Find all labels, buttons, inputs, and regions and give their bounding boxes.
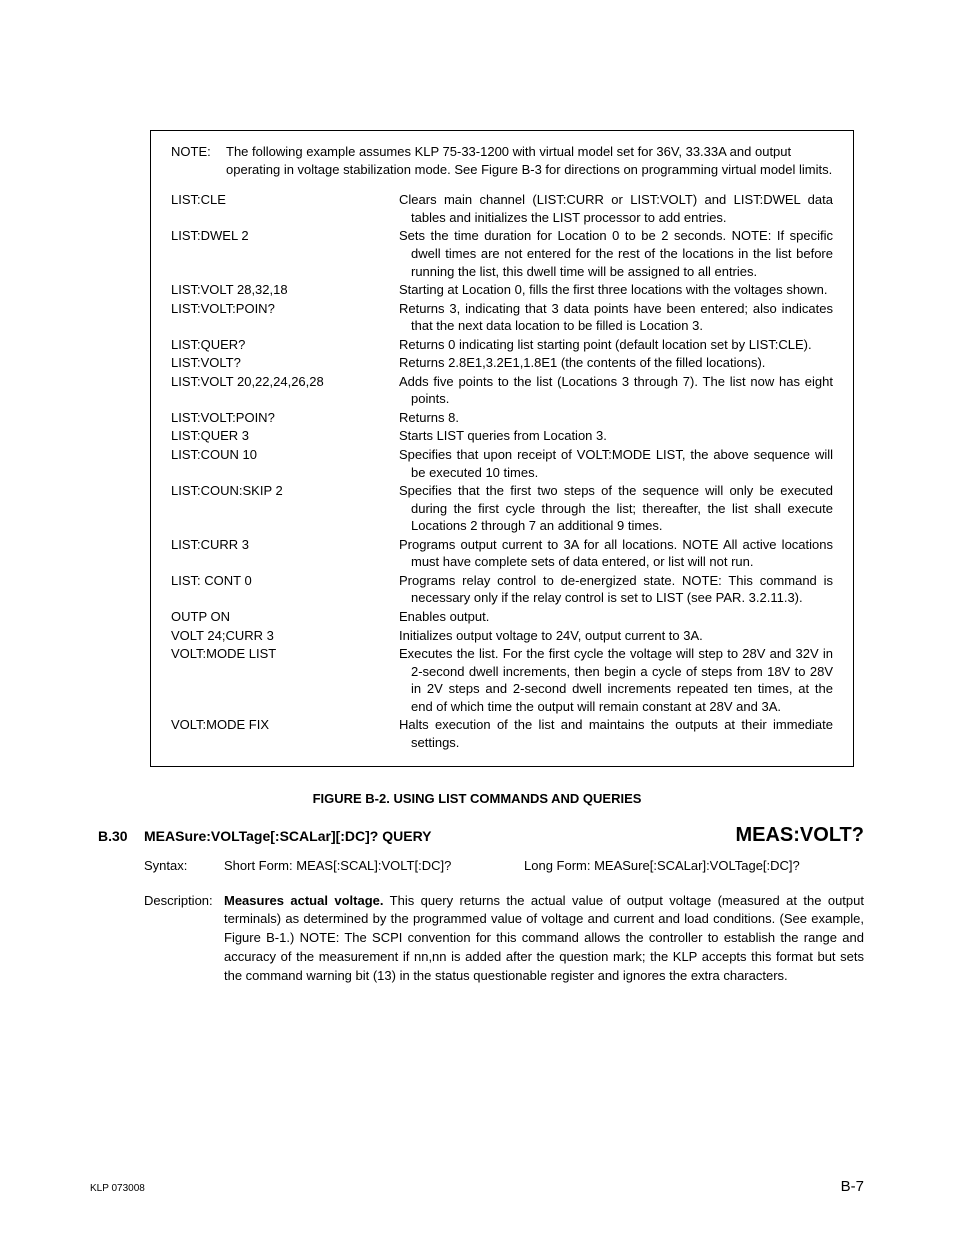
figure-caption: FIGURE B-2. USING LIST COMMANDS AND QUER… — [90, 791, 864, 806]
command-row: LIST: CONT 0Programs relay control to de… — [171, 572, 833, 607]
syntax-label: Syntax: — [144, 857, 224, 875]
command-description: Initializes output voltage to 24V, outpu… — [399, 627, 833, 645]
command-row: LIST:COUN:SKIP 2Specifies that the first… — [171, 482, 833, 535]
command-description: Starting at Location 0, fills the first … — [399, 281, 833, 299]
command-row: LIST:VOLT:POIN?Returns 8. — [171, 409, 833, 427]
command-name: VOLT:MODE LIST — [171, 645, 399, 715]
command-description: Starts LIST queries from Location 3. — [399, 427, 833, 445]
command-description: Returns 3, indicating that 3 data points… — [399, 300, 833, 335]
section-right-label: MEAS:VOLT? — [735, 824, 864, 847]
footer-right: B-7 — [841, 1178, 864, 1195]
command-name: VOLT 24;CURR 3 — [171, 627, 399, 645]
command-description: Returns 2.8E1,3.2E1,1.8E1 (the contents … — [399, 354, 833, 372]
description-row: Description: Measures actual voltage. Th… — [144, 892, 864, 986]
command-row: VOLT:MODE LISTExecutes the list. For the… — [171, 645, 833, 715]
command-description: Programs output current to 3A for all lo… — [399, 536, 833, 571]
section-heading: B.30 MEASure:VOLTage[:SCALar][:DC]? QUER… — [90, 824, 864, 847]
syntax-row: Syntax: Short Form: MEAS[:SCAL]:VOLT[:DC… — [144, 857, 864, 875]
command-row: LIST:VOLT?Returns 2.8E1,3.2E1,1.8E1 (the… — [171, 354, 833, 372]
command-row: LIST:VOLT:POIN?Returns 3, indicating tha… — [171, 300, 833, 335]
section-number: B.30 — [90, 828, 144, 844]
command-name: VOLT:MODE FIX — [171, 716, 399, 751]
command-description: Sets the time duration for Location 0 to… — [399, 227, 833, 280]
note-row: NOTE: The following example assumes KLP … — [171, 143, 833, 179]
syntax-long: Long Form: MEASure[:SCALar]:VOLTage[:DC]… — [524, 857, 864, 875]
command-description: Programs relay control to de-energized s… — [399, 572, 833, 607]
command-name: LIST:VOLT 28,32,18 — [171, 281, 399, 299]
figure-box: NOTE: The following example assumes KLP … — [150, 130, 854, 767]
command-description: Enables output. — [399, 608, 833, 626]
command-row: LIST:VOLT 28,32,18Starting at Location 0… — [171, 281, 833, 299]
command-description: Halts execution of the list and maintain… — [399, 716, 833, 751]
command-name: LIST:VOLT:POIN? — [171, 409, 399, 427]
note-text: The following example assumes KLP 75-33-… — [226, 143, 833, 179]
command-name: LIST:VOLT 20,22,24,26,28 — [171, 373, 399, 408]
footer-left: KLP 073008 — [90, 1183, 145, 1194]
command-name: LIST:COUN:SKIP 2 — [171, 482, 399, 535]
command-row: LIST:CURR 3Programs output current to 3A… — [171, 536, 833, 571]
command-row: LIST:DWEL 2Sets the time duration for Lo… — [171, 227, 833, 280]
command-row: OUTP ONEnables output. — [171, 608, 833, 626]
command-row: LIST:COUN 10Specifies that upon receipt … — [171, 446, 833, 481]
command-description: Returns 0 indicating list starting point… — [399, 336, 833, 354]
command-name: LIST:QUER 3 — [171, 427, 399, 445]
command-description: Returns 8. — [399, 409, 833, 427]
command-name: LIST:COUN 10 — [171, 446, 399, 481]
command-name: LIST:CURR 3 — [171, 536, 399, 571]
command-name: LIST:DWEL 2 — [171, 227, 399, 280]
section-title: MEASure:VOLTage[:SCALar][:DC]? QUERY — [144, 828, 735, 844]
command-row: VOLT 24;CURR 3Initializes output voltage… — [171, 627, 833, 645]
command-description: Specifies that the first two steps of th… — [399, 482, 833, 535]
command-table: LIST:CLEClears main channel (LIST:CURR o… — [171, 191, 833, 751]
syntax-short: Short Form: MEAS[:SCAL]:VOLT[:DC]? — [224, 857, 524, 875]
page-footer: KLP 073008 B-7 — [90, 1178, 864, 1195]
command-name: OUTP ON — [171, 608, 399, 626]
command-description: Clears main channel (LIST:CURR or LIST:V… — [399, 191, 833, 226]
command-row: LIST:VOLT 20,22,24,26,28Adds five points… — [171, 373, 833, 408]
command-name: LIST:CLE — [171, 191, 399, 226]
command-name: LIST:QUER? — [171, 336, 399, 354]
note-label: NOTE: — [171, 143, 226, 179]
command-row: LIST:QUER 3Starts LIST queries from Loca… — [171, 427, 833, 445]
command-description: Adds five points to the list (Locations … — [399, 373, 833, 408]
command-name: LIST:VOLT? — [171, 354, 399, 372]
command-row: LIST:CLEClears main channel (LIST:CURR o… — [171, 191, 833, 226]
description-body: Measures actual voltage. This query retu… — [224, 892, 864, 986]
command-name: LIST: CONT 0 — [171, 572, 399, 607]
command-row: LIST:QUER?Returns 0 indicating list star… — [171, 336, 833, 354]
command-name: LIST:VOLT:POIN? — [171, 300, 399, 335]
command-row: VOLT:MODE FIXHalts execution of the list… — [171, 716, 833, 751]
command-description: Executes the list. For the first cycle t… — [399, 645, 833, 715]
command-description: Specifies that upon receipt of VOLT:MODE… — [399, 446, 833, 481]
description-label: Description: — [144, 892, 224, 986]
description-bold: Measures actual voltage. — [224, 893, 383, 908]
